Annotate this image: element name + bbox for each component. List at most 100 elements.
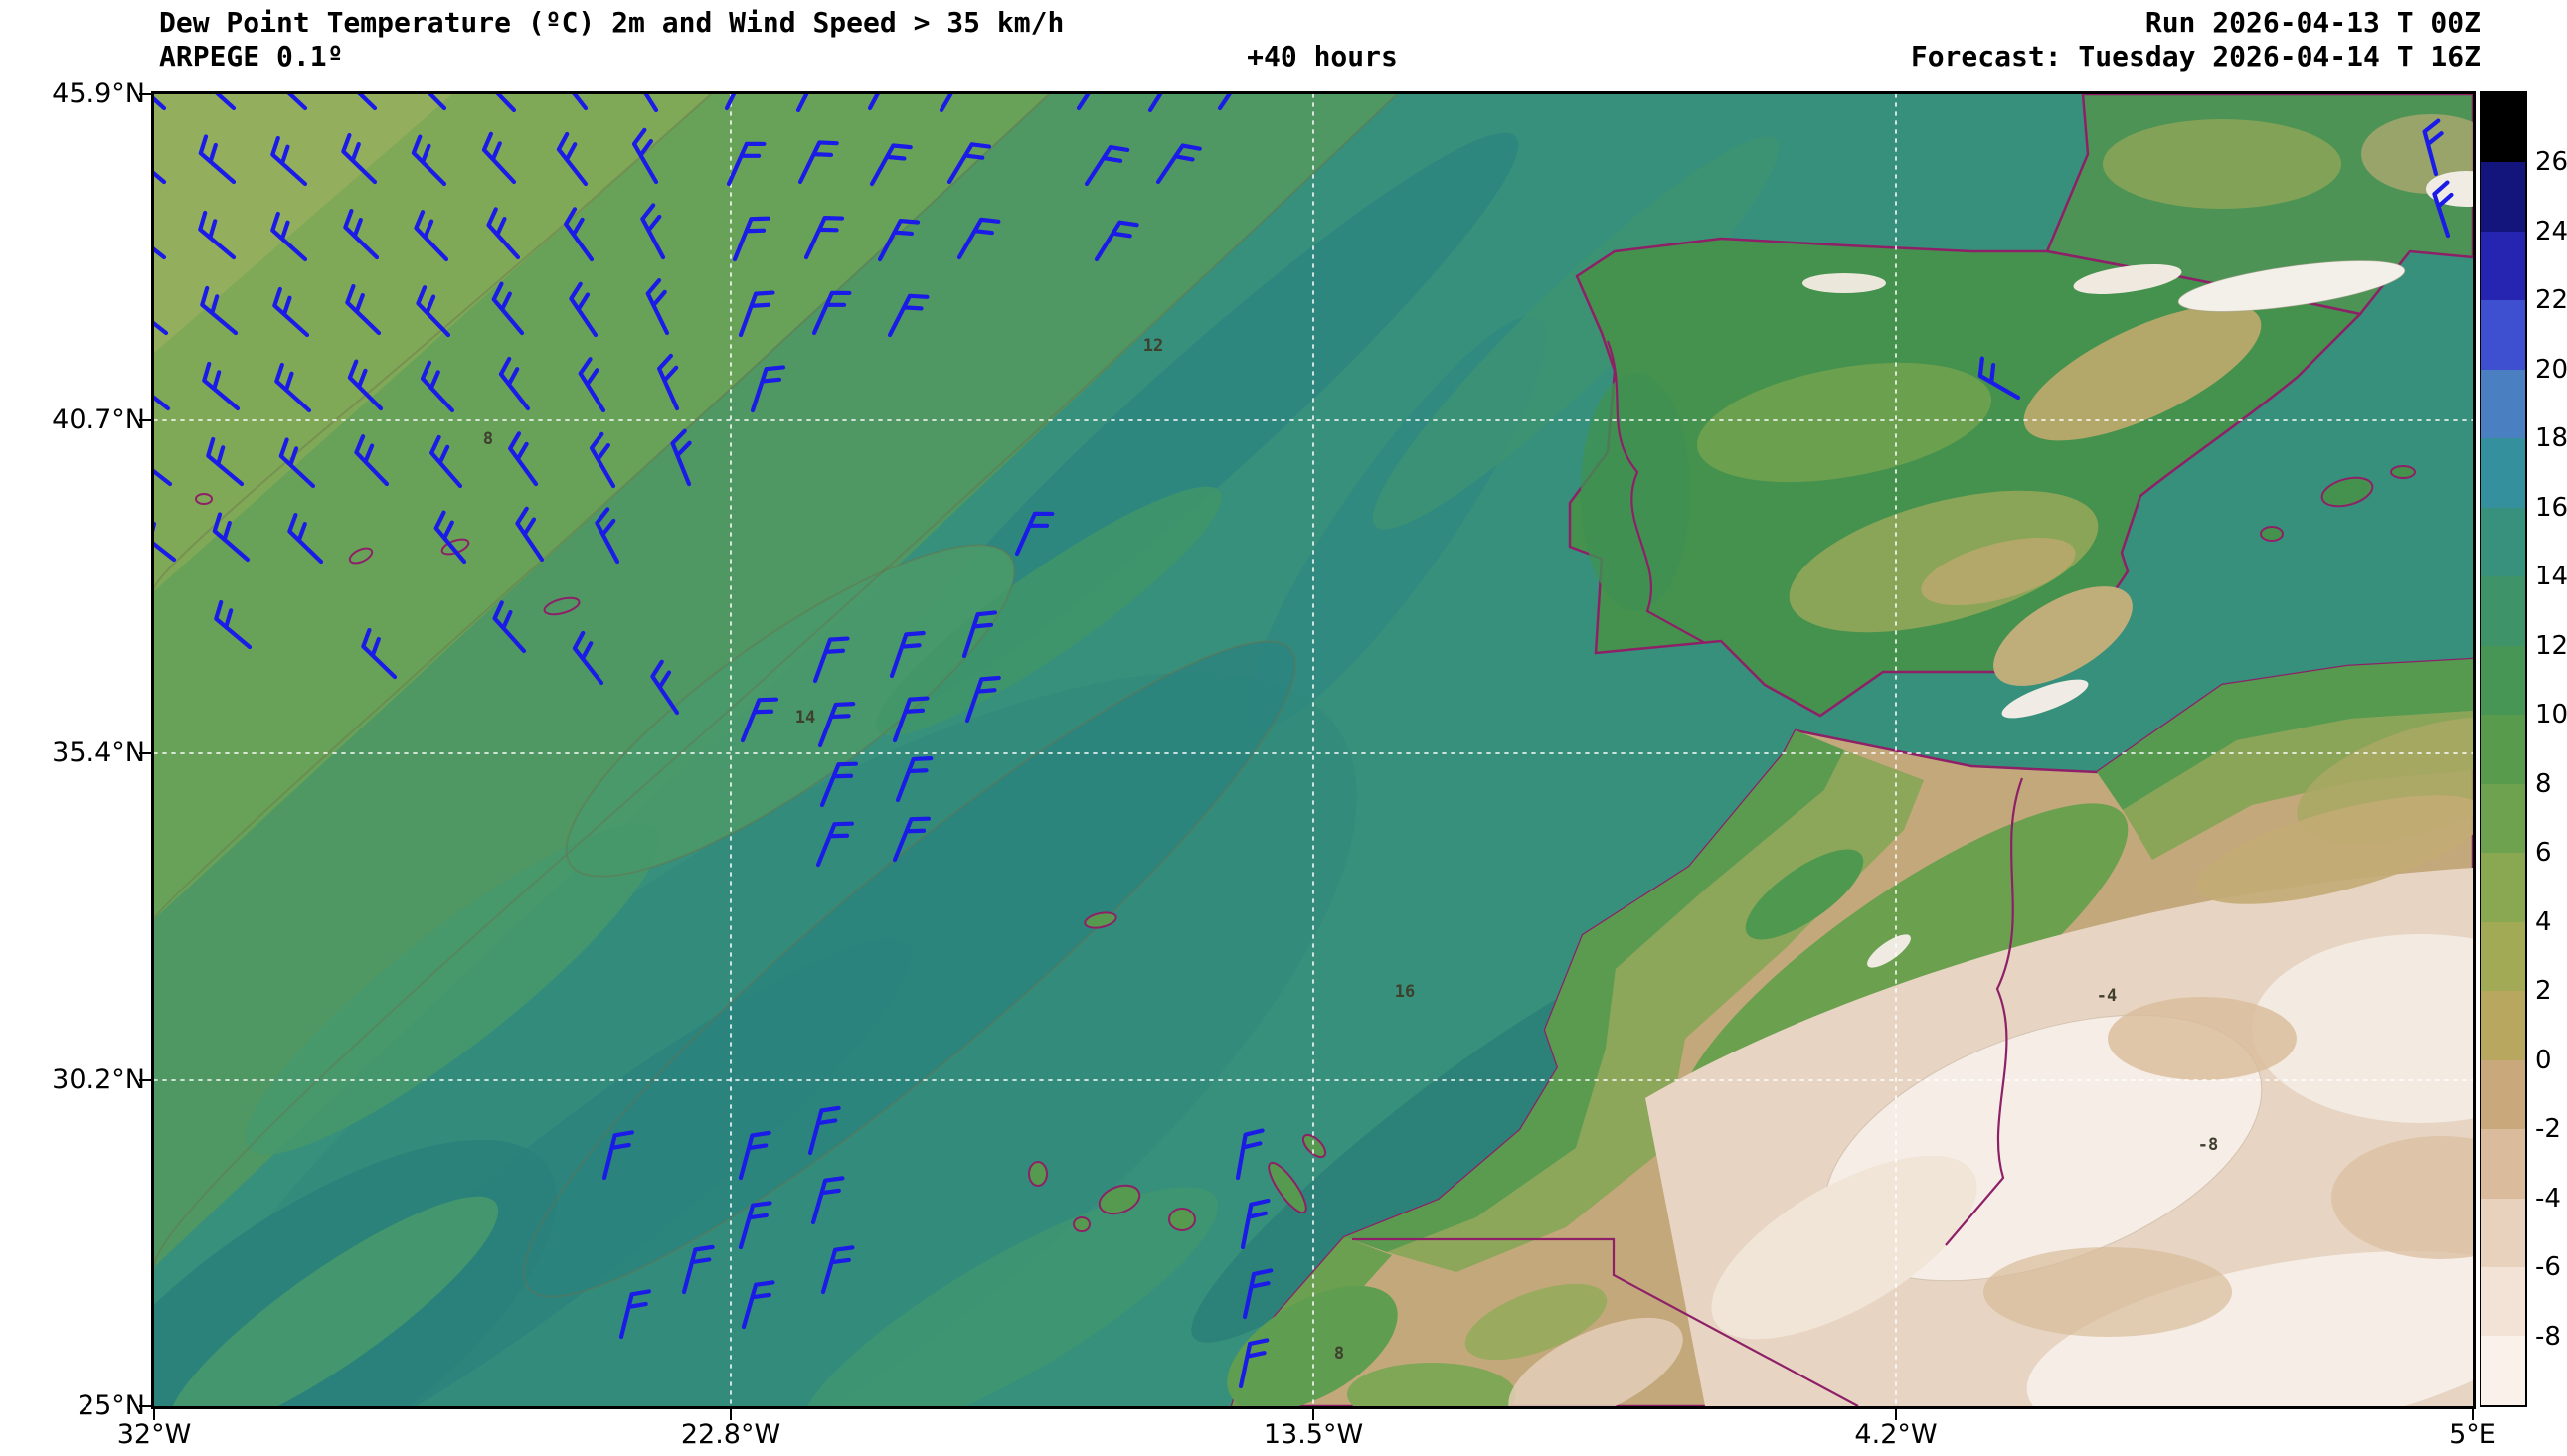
lon-tick-mark [1895,1409,1897,1420]
wind-barb [200,285,239,336]
model-label: ARPEGE 0.1º [159,40,344,73]
wind-barb [961,610,998,659]
wind-barb [724,94,766,111]
contour-label: 8 [483,429,493,449]
wind-barb [867,94,911,111]
colorbar-tick-label: 0 [2535,1045,2552,1075]
colorbar-segment [2481,921,2525,992]
lat-tick-mark [139,419,151,421]
wind-barb [270,94,308,111]
wind-barb [199,94,237,111]
wind-barb [964,675,1001,724]
wind-barb [154,286,169,336]
wind-barb [154,94,167,111]
lead-time-label: +40 hours [1247,40,1398,73]
wind-barb [154,134,167,185]
wind-barb [202,361,241,411]
colorbar-segment [2481,507,2525,577]
wind-barb [361,627,398,680]
wind-barb [946,142,992,185]
wind-barb [270,211,308,262]
lat-tick-label: 30.2°N [52,1064,145,1095]
wind-barb [492,600,527,654]
wind-barb [895,756,934,803]
contour-label: 12 [1143,336,1163,356]
wind-barb [1155,143,1202,185]
wind-barb [341,94,378,111]
lat-tick-mark [139,93,151,95]
colorbar-segment [2481,991,2525,1060]
wind-barb [1014,511,1055,557]
colorbar [2480,91,2527,1407]
contour-label: -8 [2198,1135,2218,1155]
wind-barb [630,94,659,113]
lon-tick-label: 13.5°W [1263,1419,1364,1450]
wind-barb [198,134,237,185]
wind-barb [2432,180,2454,239]
wind-barb [154,513,177,563]
wind-barb [631,127,659,185]
wind-barb [640,203,666,260]
wind-barb [572,630,604,686]
forecast-label: Forecast: Tuesday 2026-04-14 T 16Z [1910,40,2481,73]
wind-barb [274,362,312,413]
wind-barb [939,94,983,113]
wind-barb [1242,1268,1274,1320]
colorbar-segment [2481,300,2525,370]
wind-barb [618,1289,651,1340]
colorbar-segment [2481,1059,2525,1130]
azores-islands [195,493,581,616]
wind-barb [345,283,382,336]
wind-barb [278,437,316,489]
wind-barb [877,219,921,262]
wind-barb [491,281,525,336]
wind-barb [198,210,237,260]
country-borders [1352,777,2024,1406]
wind-barb [795,94,838,113]
wind-barb [270,135,308,187]
balearic-islands [2260,465,2416,542]
canary-islands [1028,1133,1327,1232]
colorbar-tick-label: -6 [2535,1252,2561,1283]
wind-barb [569,281,599,338]
wind-barb [732,216,771,262]
contour-label: 14 [795,708,815,728]
lon-tick-mark [730,1409,732,1420]
wind-barb [812,636,850,684]
colorbar-segment [2481,162,2525,232]
colorbar-segment [2481,1129,2525,1199]
colorbar-tick-label: 8 [2535,768,2552,799]
wind-barb [869,143,913,187]
lon-tick-label: 32°W [116,1419,192,1450]
wind-barb [807,1105,841,1156]
wind-barb [657,353,680,411]
wind-barb [650,659,680,716]
wind-barb [1084,144,1130,187]
colorbar-segment [2481,645,2525,716]
wind-barb [556,94,589,111]
wind-barb [486,207,521,260]
wind-barb [726,141,767,187]
wind-barb [416,285,451,338]
wind-barb [420,360,455,413]
lat-tick-label: 35.4°N [52,737,145,768]
wind-barb [595,507,620,565]
colorbar-tick-label: 4 [2535,906,2552,937]
colorbar-segment [2481,783,2525,854]
wind-barb [206,436,245,487]
colorbar-segment [2481,1336,2525,1405]
colorbar-tick-label: 26 [2535,147,2567,178]
wind-barb [738,1130,771,1181]
ocean-contours [154,94,1398,1298]
colorbar-segment [2481,1198,2525,1267]
wind-barb [892,816,932,863]
colorbar-tick-label: 22 [2535,285,2567,316]
wind-barb [738,1201,772,1250]
wind-barb [154,211,167,260]
wind-barb [956,217,1001,260]
colorbar-tick-label: 6 [2535,838,2552,869]
wind-barb [1235,1128,1265,1181]
madeira-island [1084,911,1117,929]
wind-barb [564,207,595,262]
